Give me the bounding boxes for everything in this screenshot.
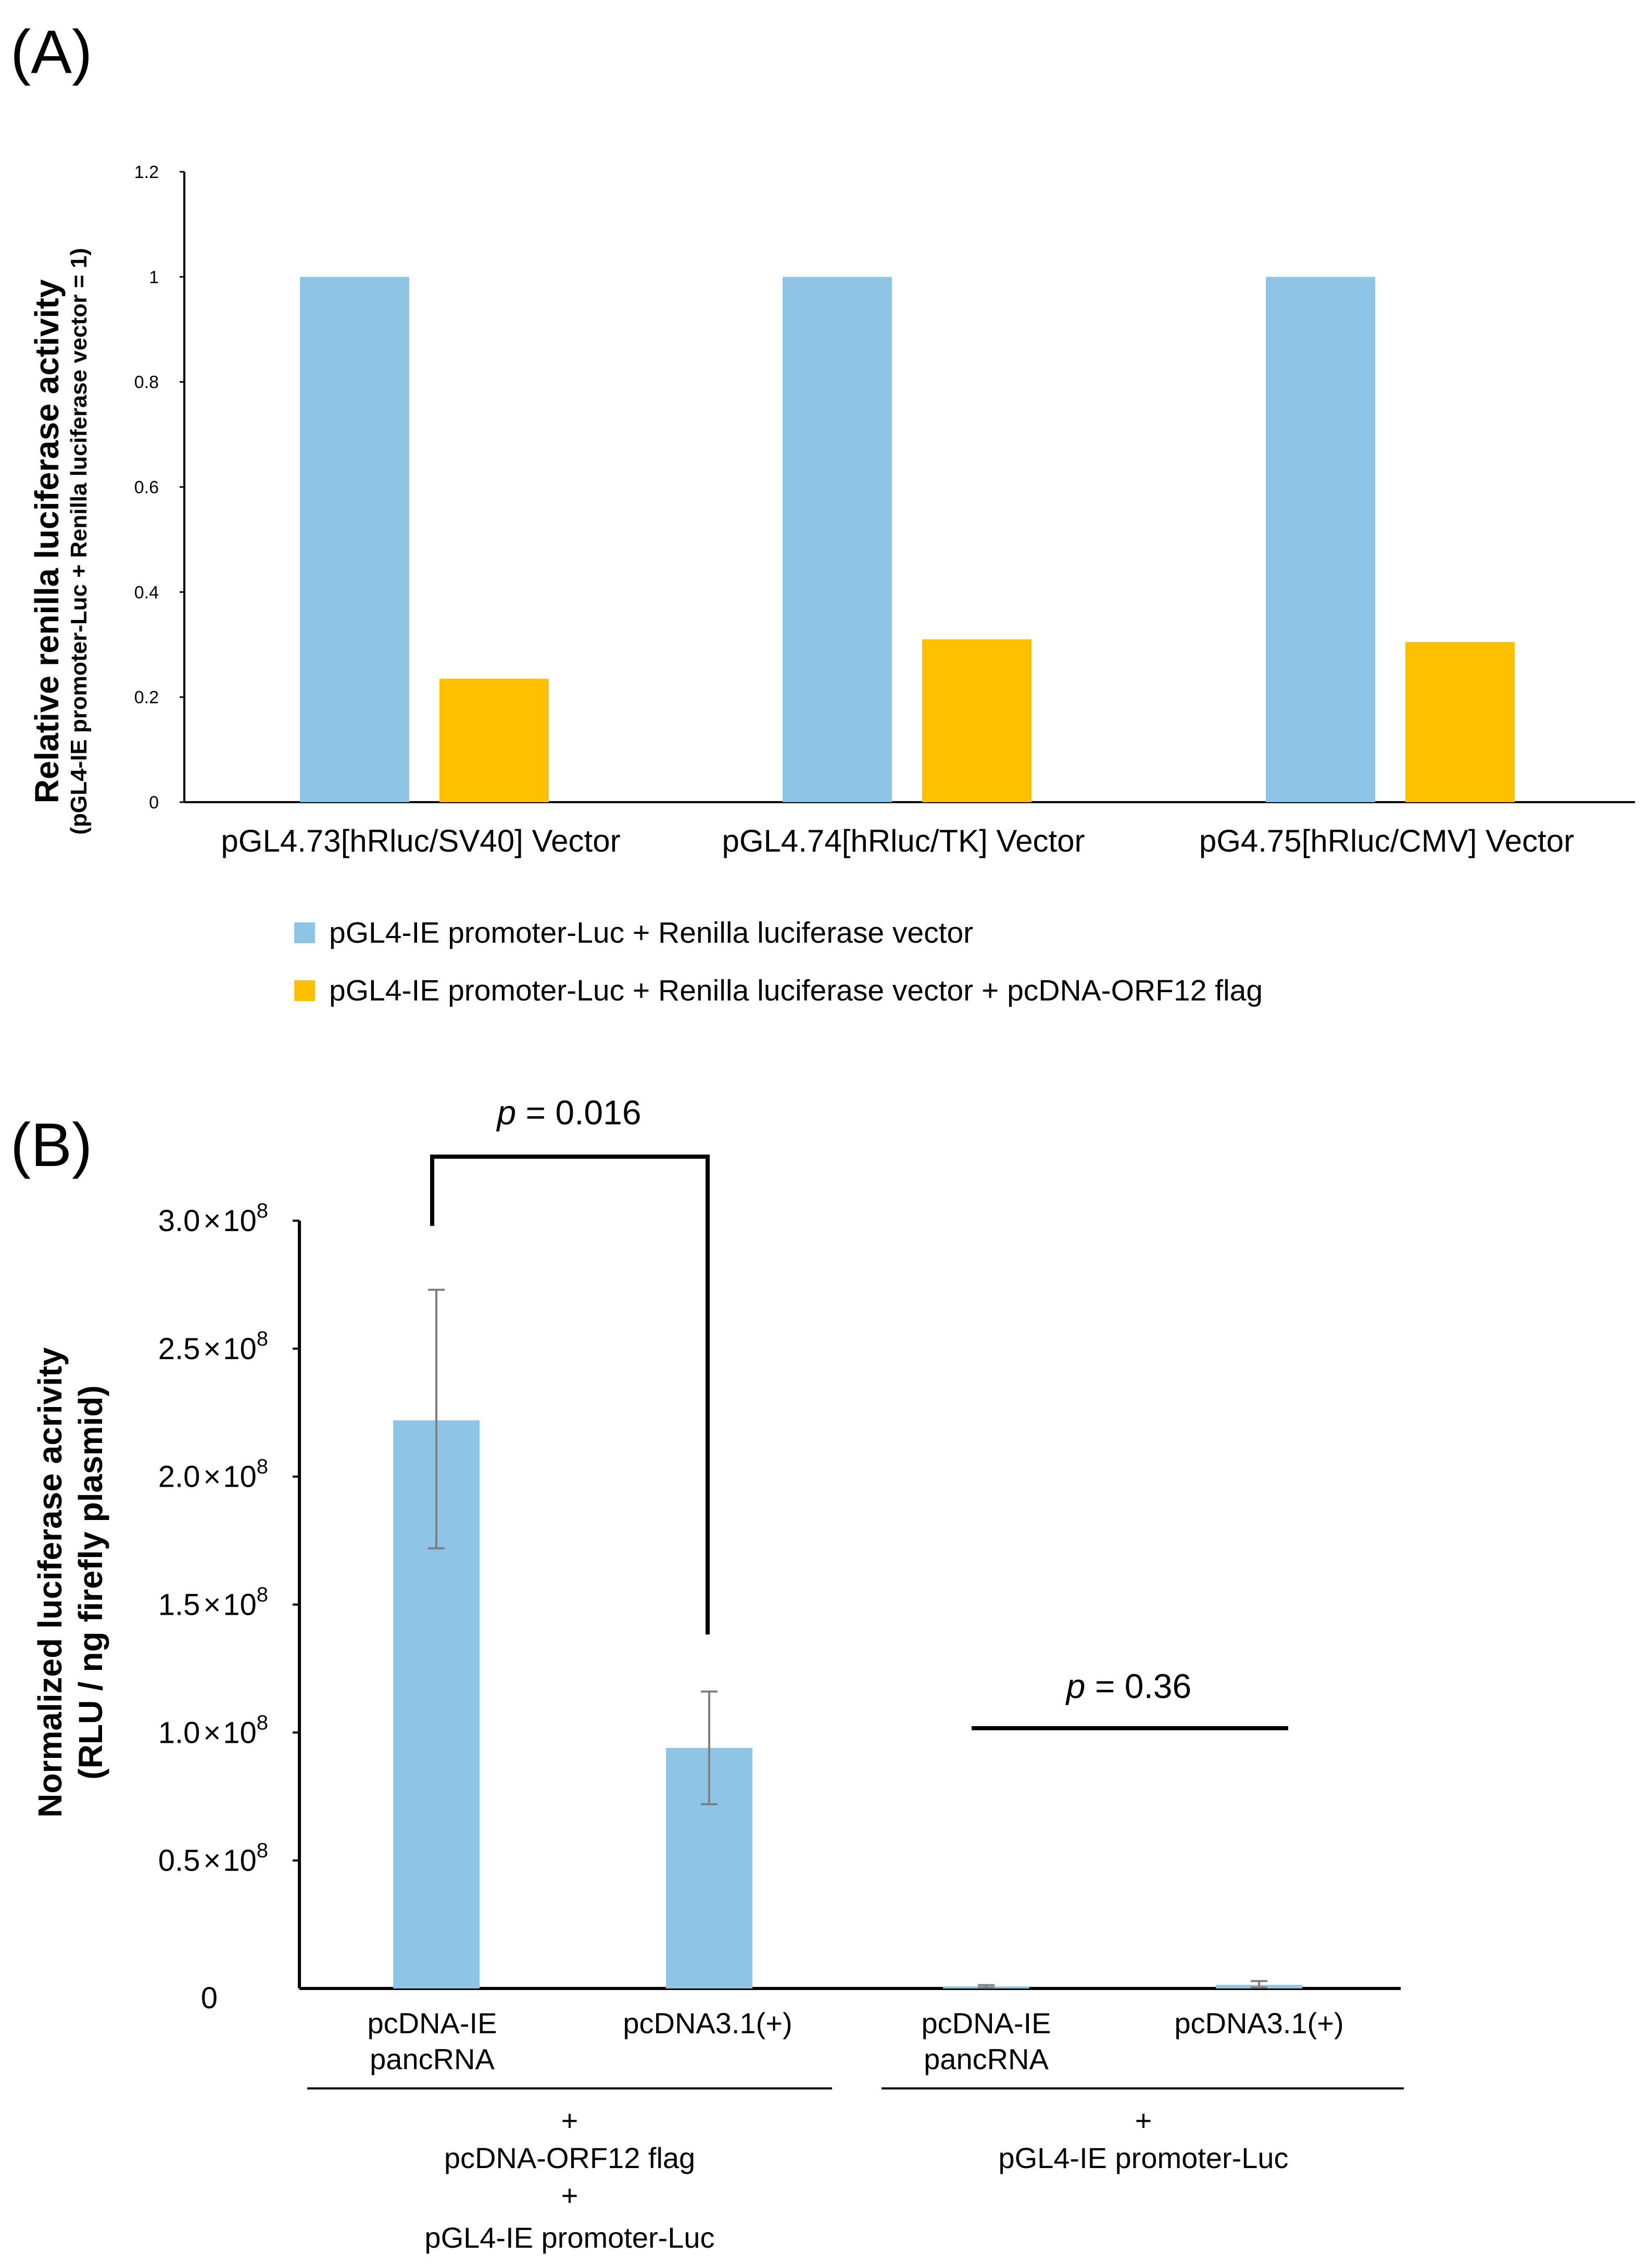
legend-label-series-1: pGL4-IE promoter-Luc + Renilla luciferas… [329,916,973,949]
panel-a-category-label-3: pG4.75[hRluc/CMV] Vector [1199,823,1574,858]
group-1-line-1: pcDNA-ORF12 flag [444,2142,695,2174]
bracket-line-1 [430,1155,710,1635]
panel-a-category-labels: pGL4.73[hRluc/SV40] Vector pGL4.74[hRluc/… [221,823,1574,858]
panel-a-label: (A) [10,18,92,86]
panel-a-y-axis-sublabel: (pGL4-IE promoter-Luc + Renilla lucifera… [66,248,92,834]
group-1-plus-1: + [561,2104,578,2137]
panel-b-y-tick-label: 1.0 ×108 [158,1711,268,1750]
panel-b-y-tick-label: 0.5 ×108 [158,1839,268,1878]
panel-b-y-ticks: 0 0.5 ×108 1.0 ×108 1.5 ×108 2.0 ×108 2.5 ×108 3.0 ×… [158,1199,299,2015]
legend-label-series-2: pGL4-IE promoter-Luc + Renilla luciferas… [329,974,1263,1007]
panel-a-legend: pGL4-IE promoter-Luc + Renilla luciferas… [294,916,1263,1007]
panel-a-y-axis-title: Relative renilla luciferase activity (pG… [28,248,92,834]
p-value-1-symbol: p [496,1093,516,1132]
panel-b-y-axis-sublabel: (RLU / ng firefly plasmid) [72,1385,109,1779]
p-value-1-text: = 0.016 [516,1093,641,1132]
panel-b-y-tick-label: 2.0 ×108 [158,1455,268,1494]
panel-a-bar-1-series-2 [439,678,549,802]
panel-a-y-ticks: 0 0.2 0.4 0.6 0.8 1 1.2 [134,162,184,813]
panel-a-category-label-1: pGL4.73[hRluc/SV40] Vector [221,823,620,858]
panel-a: (A) Relative renilla luciferase activity… [10,18,1635,1007]
panel-a-bar-1-series-1 [300,276,409,802]
panel-a-bar-3-series-1 [1266,276,1375,802]
panel-a-category-label-2: pGL4.74[hRluc/TK] Vector [722,823,1085,858]
p-value-2-text: = 0.36 [1086,1667,1192,1705]
legend-swatch-series-2 [294,980,315,1001]
panel-a-bar-2-series-1 [783,276,892,802]
category-label-2: pcDNA3.1(+) [623,2007,792,2039]
category-label-3-line-2: pancRNA [924,2043,1049,2075]
panel-a-y-tick-label: 1 [149,268,159,287]
panel-a-bar-2-series-2 [922,639,1031,802]
group-1-plus-2: + [561,2179,578,2212]
p-value-2-symbol: p [1065,1667,1086,1705]
panel-a-y-tick-label: 0.4 [134,582,159,602]
panel-a-y-axis-label: Relative renilla luciferase activity [28,279,66,803]
panel-b-category-labels: pcDNA-IE pancRNA pcDNA3.1(+) pcDNA-IE pa… [368,2007,1344,2075]
panel-b-label: (B) [10,1111,92,1180]
legend-swatch-series-1 [294,922,315,943]
panel-a-y-tick-label: 0.8 [134,373,159,392]
category-label-4: pcDNA3.1(+) [1174,2007,1343,2039]
category-label-3-line-1: pcDNA-IE [922,2007,1051,2039]
panel-b-group-1: + pcDNA-ORF12 flag + pGL4-IE promoter-Lu… [307,2087,832,2254]
group-2-line-1: pGL4-IE promoter-Luc [998,2142,1288,2174]
panel-b-y-tick-label: 3.0 ×108 [158,1199,268,1238]
panel-a-y-tick-label: 1.2 [134,162,159,182]
p-value-1: p = 0.016 [496,1093,641,1132]
panel-a-y-tick-label: 0 [149,793,159,813]
panel-b: (B) Normalized luciferase acrivity (RLU … [10,1093,1404,2254]
panel-b-error-bars [428,1288,1267,1989]
panel-b-y-tick-label: 0 [201,1981,218,2015]
panel-b-y-axis-title: Normalized luciferase acrivity (RLU / ng… [31,1347,109,1818]
panel-a-y-tick-label: 0.6 [134,478,159,498]
p-value-2: p = 0.36 [1065,1667,1191,1705]
category-label-1-line-1: pcDNA-IE [368,2007,497,2039]
panel-b-group-2: + pGL4-IE promoter-Luc [882,2087,1404,2174]
group-1-line-2: pGL4-IE promoter-Luc [424,2221,714,2254]
panel-b-y-tick-label: 1.5 ×108 [158,1583,268,1622]
category-label-1-line-2: pancRNA [370,2043,495,2075]
significance-bracket-2: p = 0.36 [972,1667,1288,1730]
significance-bracket-1: p = 0.016 [430,1093,710,1635]
panel-a-bars [300,276,1515,802]
group-2-plus: + [1135,2104,1152,2137]
panel-b-y-axis-label: Normalized luciferase acrivity [31,1347,69,1818]
panel-a-bar-3-series-2 [1405,642,1515,802]
panel-a-y-tick-label: 0.2 [134,688,159,707]
panel-b-y-tick-label: 2.5 ×108 [158,1327,268,1366]
